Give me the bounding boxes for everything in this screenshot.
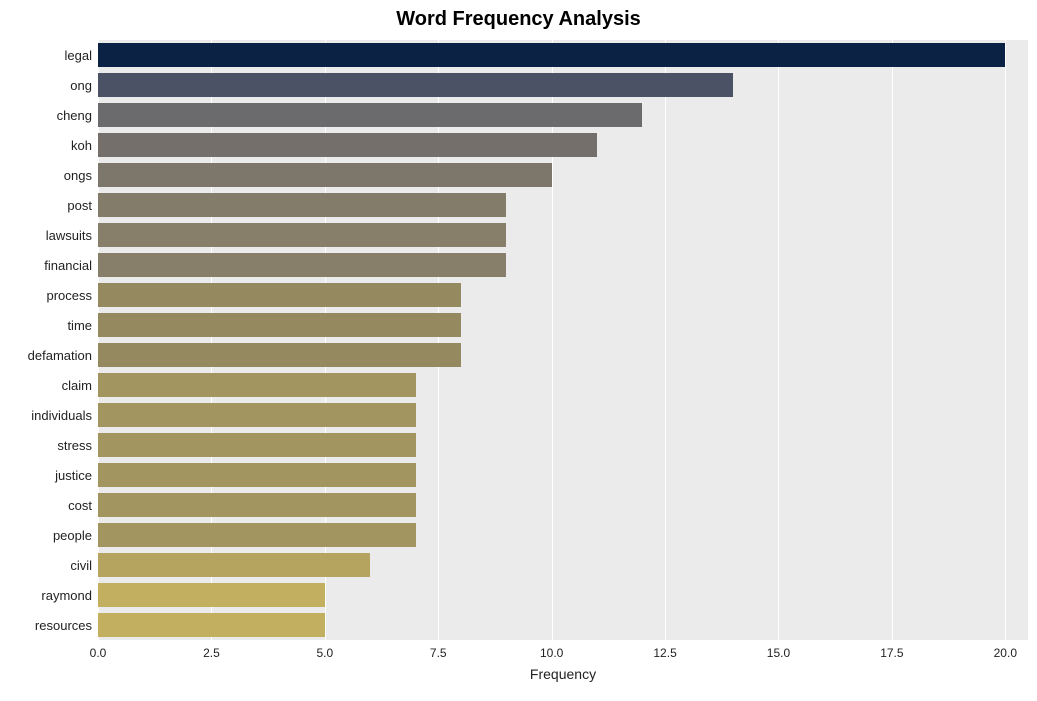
plot-area bbox=[98, 40, 1028, 640]
bar bbox=[98, 613, 325, 637]
bar bbox=[98, 223, 506, 247]
bar bbox=[98, 283, 461, 307]
bar bbox=[98, 163, 552, 187]
y-tick-label: koh bbox=[71, 138, 92, 153]
gridline bbox=[665, 40, 666, 640]
bar bbox=[98, 553, 370, 577]
x-tick-label: 20.0 bbox=[994, 646, 1017, 660]
bar bbox=[98, 193, 506, 217]
bar bbox=[98, 433, 416, 457]
x-tick-label: 17.5 bbox=[880, 646, 903, 660]
bar bbox=[98, 133, 597, 157]
y-tick-label: ong bbox=[70, 78, 92, 93]
gridline bbox=[211, 40, 212, 640]
x-tick-label: 12.5 bbox=[653, 646, 676, 660]
gridline bbox=[1005, 40, 1006, 640]
x-axis-label: Frequency bbox=[98, 666, 1028, 682]
gridline bbox=[325, 40, 326, 640]
y-tick-label: individuals bbox=[31, 408, 92, 423]
gridline bbox=[892, 40, 893, 640]
bar bbox=[98, 73, 733, 97]
y-tick-label: cost bbox=[68, 498, 92, 513]
x-tick-label: 15.0 bbox=[767, 646, 790, 660]
gridline bbox=[438, 40, 439, 640]
y-tick-label: claim bbox=[62, 378, 92, 393]
x-tick-label: 0.0 bbox=[90, 646, 107, 660]
x-tick-label: 5.0 bbox=[316, 646, 333, 660]
y-tick-label: financial bbox=[44, 258, 92, 273]
bar bbox=[98, 373, 416, 397]
bar bbox=[98, 523, 416, 547]
y-tick-label: cheng bbox=[57, 108, 92, 123]
x-tick-label: 2.5 bbox=[203, 646, 220, 660]
y-tick-label: people bbox=[53, 528, 92, 543]
bar bbox=[98, 313, 461, 337]
bar bbox=[98, 463, 416, 487]
y-tick-label: ongs bbox=[64, 168, 92, 183]
bar bbox=[98, 253, 506, 277]
y-tick-label: raymond bbox=[41, 588, 92, 603]
y-tick-label: stress bbox=[57, 438, 92, 453]
chart-container: Word Frequency Analysis Frequency 0.0 2.5… bbox=[0, 0, 1037, 701]
bar bbox=[98, 43, 1005, 67]
y-tick-label: time bbox=[67, 318, 92, 333]
chart-title: Word Frequency Analysis bbox=[0, 8, 1037, 31]
y-tick-label: legal bbox=[65, 48, 92, 63]
gridline bbox=[98, 40, 99, 640]
gridline bbox=[778, 40, 779, 640]
y-tick-label: resources bbox=[35, 618, 92, 633]
y-tick-label: lawsuits bbox=[46, 228, 92, 243]
y-tick-label: justice bbox=[55, 468, 92, 483]
x-tick-label: 7.5 bbox=[430, 646, 447, 660]
y-tick-label: civil bbox=[70, 558, 92, 573]
x-tick-label: 10.0 bbox=[540, 646, 563, 660]
y-tick-label: post bbox=[67, 198, 92, 213]
bar bbox=[98, 583, 325, 607]
bar bbox=[98, 493, 416, 517]
gridline bbox=[552, 40, 553, 640]
bar bbox=[98, 103, 642, 127]
bar bbox=[98, 343, 461, 367]
y-tick-label: defamation bbox=[28, 348, 92, 363]
y-tick-label: process bbox=[46, 288, 92, 303]
bar bbox=[98, 403, 416, 427]
